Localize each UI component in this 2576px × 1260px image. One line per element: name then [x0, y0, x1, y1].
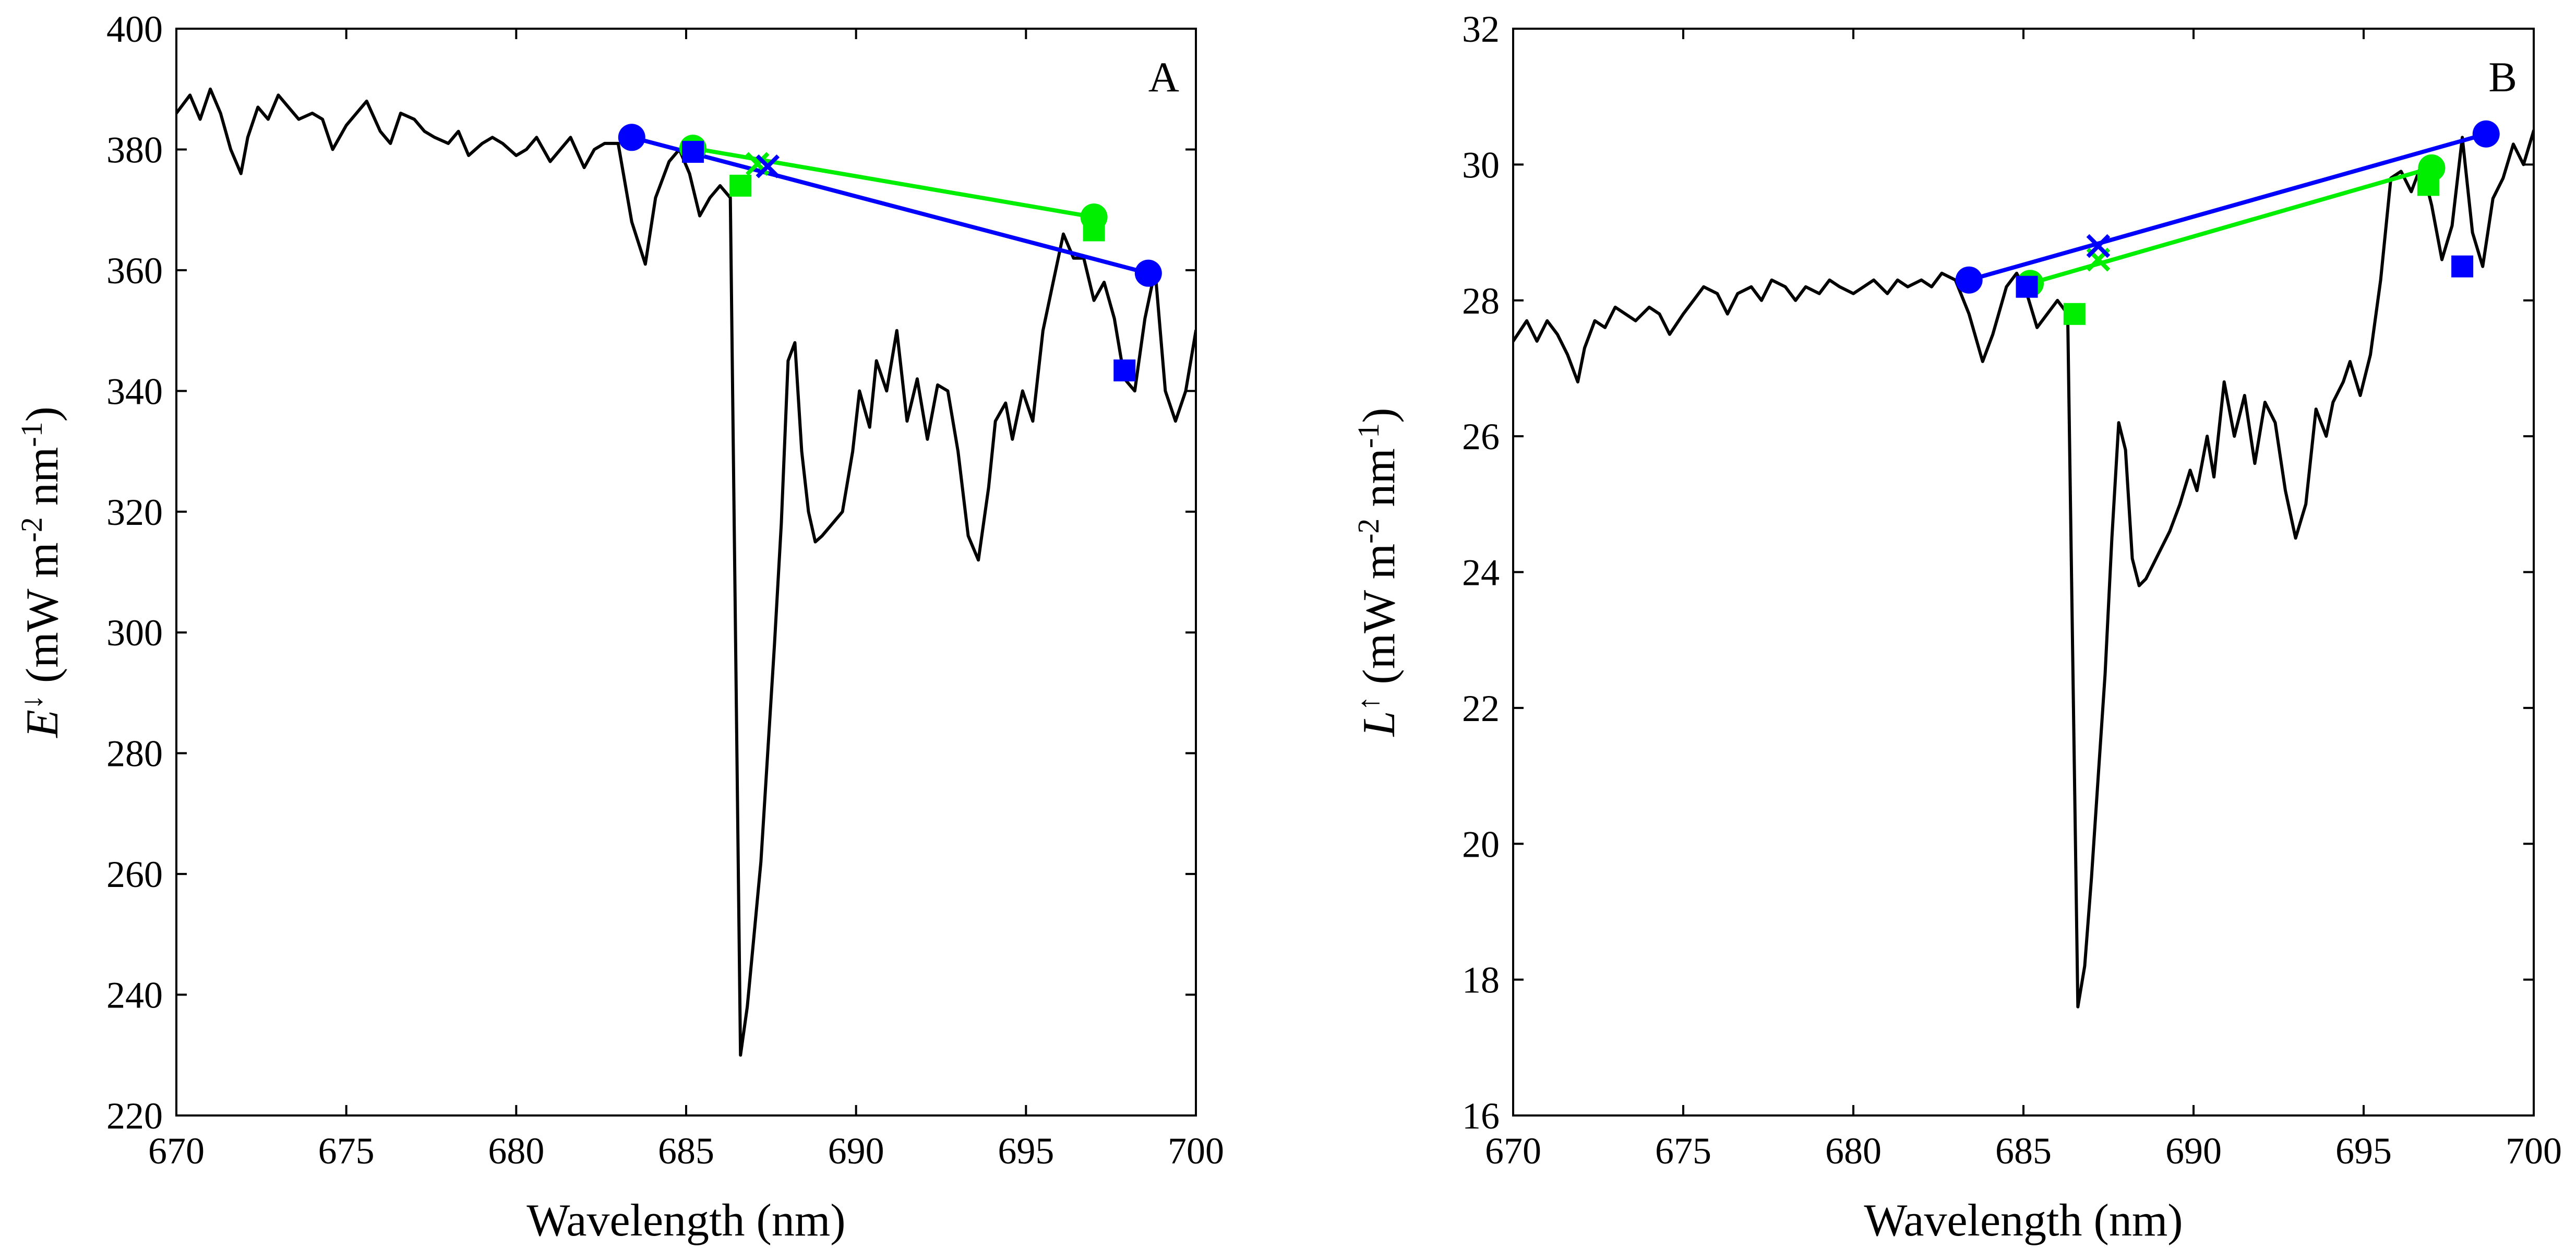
plot-area: [176, 87, 1196, 1057]
plot-area: [1513, 129, 2534, 1009]
y-axis-title-part: (mW m: [17, 542, 68, 694]
cross-stroke: [756, 154, 780, 178]
circle-marker: [1134, 259, 1162, 287]
spectrum: [1513, 129, 2534, 1009]
blue-fit-line: [629, 135, 1151, 275]
panel-B: 670 675 680 685 690 695 700 16 18 20 22 24 26 28 30 32 W…: [1351, 8, 2562, 1246]
panel-label: B: [2488, 53, 2517, 101]
y-tick-label: 280: [106, 733, 163, 775]
spectrum: [176, 87, 1196, 1057]
plot-frame: [1512, 28, 2535, 1117]
y-axis-title-part: ↑: [1351, 696, 1385, 711]
square-marker: [682, 141, 704, 163]
y-tick-label: 380: [106, 129, 163, 171]
y-axis-title: E↓ (mW m-2 nm-1): [15, 406, 68, 739]
y-tick-label: 24: [1462, 552, 1500, 594]
x-tick-label: 690: [2165, 1130, 2222, 1172]
y-axis-title-part: ): [1354, 407, 1405, 423]
x-tick-label: 685: [658, 1130, 714, 1172]
cross-stroke: [2086, 234, 2111, 258]
x-tick-label: 700: [1168, 1130, 1224, 1172]
x-tick-label: 670: [1485, 1130, 1541, 1172]
y-axis-title-part: nm: [17, 447, 68, 517]
x-tick-label: 690: [828, 1130, 884, 1172]
y-tick-label: 320: [106, 491, 163, 533]
panel-A: 670 675 680 685 690 695 700 220 240 260 280 300 320 3…: [15, 8, 1224, 1246]
y-tick-label: 20: [1462, 823, 1500, 865]
y-tick-label: 32: [1462, 8, 1500, 50]
y-tick-label: 30: [1462, 144, 1500, 186]
x-tick-label: 700: [2506, 1130, 2562, 1172]
circle-marker: [618, 124, 645, 151]
blue-fit-line: [1967, 131, 2488, 282]
cross-marker: [756, 154, 780, 178]
y-axis-title-part: ↓: [15, 694, 49, 710]
y-axis-title-part: -2: [1351, 519, 1385, 544]
y-tick-label: 28: [1462, 280, 1500, 322]
y-tick-label: 18: [1462, 959, 1500, 1001]
square-marker: [2417, 174, 2439, 196]
y-axis-title-part: E: [17, 710, 68, 739]
green-fit-line: [2028, 165, 2434, 286]
circle-marker: [2472, 120, 2500, 148]
y-tick-label: 240: [106, 975, 163, 1016]
y-tick-label: 360: [106, 250, 163, 292]
y-axis-title-part: -1: [15, 422, 49, 447]
square-marker: [2063, 303, 2086, 325]
y-tick-label: 340: [106, 370, 163, 412]
x-axis-title: Wavelength (nm): [1864, 1195, 2183, 1246]
plot-frame: [175, 28, 1197, 1117]
x-tick-label: 685: [1995, 1130, 2052, 1172]
x-tick-label: 680: [488, 1130, 544, 1172]
y-tick-label: 220: [106, 1095, 163, 1137]
square-marker: [2016, 275, 2038, 298]
y-tick-label: 16: [1462, 1095, 1500, 1137]
x-tick-label: 675: [1655, 1130, 1711, 1172]
y-tick-label: 26: [1462, 416, 1500, 458]
square-marker: [1083, 219, 1105, 242]
y-axis-title-part: -2: [15, 517, 49, 542]
y-axis-title: L↑ (mW m-2 nm-1): [1351, 407, 1405, 737]
y-tick-label: 22: [1462, 688, 1500, 729]
x-axis-title: Wavelength (nm): [526, 1195, 845, 1246]
y-axis-title-part: (mW m: [1354, 544, 1405, 696]
x-tick-label: 670: [148, 1130, 205, 1172]
square-marker: [729, 174, 752, 197]
x-tick-label: 680: [1825, 1130, 1882, 1172]
circle-marker: [1955, 266, 1983, 294]
x-tick-label: 695: [998, 1130, 1054, 1172]
y-tick-label: 400: [106, 8, 163, 50]
square-marker: [2451, 255, 2474, 278]
y-axis-title-part: ): [17, 406, 68, 422]
y-tick-label: 260: [106, 854, 163, 895]
y-axis-title-part: L: [1354, 711, 1405, 738]
y-axis-title-part: -1: [1351, 423, 1385, 448]
x-tick-label: 695: [2335, 1130, 2392, 1172]
panel-label: A: [1148, 53, 1179, 101]
y-tick-label: 300: [106, 612, 163, 654]
cross-stroke: [745, 152, 770, 176]
square-marker: [1113, 359, 1136, 381]
x-tick-label: 675: [318, 1130, 375, 1172]
cross-marker: [2086, 234, 2111, 258]
y-axis-title-part: nm: [1354, 448, 1405, 518]
